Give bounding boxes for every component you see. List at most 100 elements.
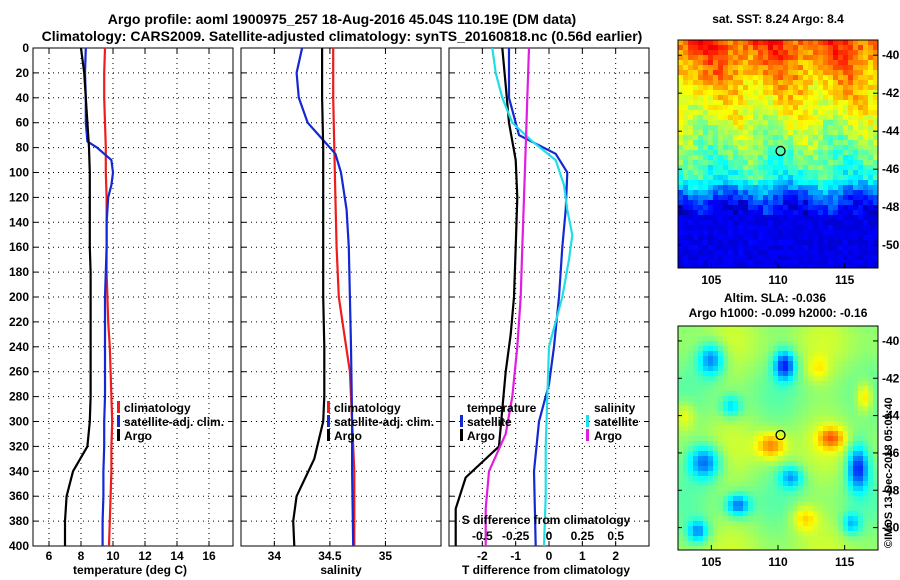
map-pixel <box>813 426 819 432</box>
map-pixel <box>803 255 809 261</box>
map-pixel <box>798 65 804 71</box>
map-pixel <box>773 100 779 106</box>
map-pixel <box>703 381 709 387</box>
map-pixel <box>738 536 744 542</box>
map-pixel <box>833 95 839 101</box>
map-pixel <box>748 406 754 412</box>
map-pixel <box>738 235 744 241</box>
map-pixel <box>773 476 779 482</box>
map-pixel <box>698 145 704 151</box>
map-pixel <box>723 461 729 467</box>
series-line-argo <box>63 48 92 546</box>
map-pixel <box>793 486 799 492</box>
map-pixel <box>698 220 704 226</box>
map-pixel <box>748 120 754 126</box>
map-pixel <box>768 361 774 367</box>
map-pixel <box>798 220 804 226</box>
map-pixel <box>828 421 834 427</box>
map-pixel <box>833 55 839 61</box>
map-pixel <box>778 486 784 492</box>
map-pixel <box>758 200 764 206</box>
map-pixel <box>738 501 744 507</box>
map-pixel <box>873 531 878 537</box>
map-pixel <box>713 446 719 452</box>
map-pixel <box>738 140 744 146</box>
map-pixel <box>718 501 724 507</box>
map-pixel <box>713 396 719 402</box>
map-pixel <box>868 356 874 362</box>
map-pixel <box>783 265 789 268</box>
map-pixel <box>783 100 789 106</box>
map-pixel <box>728 105 734 111</box>
map-pixel <box>863 105 869 111</box>
map-pixel <box>773 260 779 266</box>
map-pixel <box>743 245 749 251</box>
map-pixel <box>853 170 859 176</box>
map-pixel <box>843 456 849 462</box>
map-pixel <box>718 451 724 457</box>
map-pixel <box>708 486 714 492</box>
map-pixel <box>713 426 719 432</box>
map-pixel <box>703 260 709 266</box>
map-pixel <box>703 175 709 181</box>
map-pixel <box>818 481 824 487</box>
map-pixel <box>868 521 874 527</box>
map-pixel <box>818 476 824 482</box>
map-pixel <box>783 326 789 332</box>
map-pixel <box>713 125 719 131</box>
y-tick-label: 260 <box>9 365 29 379</box>
map-pixel <box>768 476 774 482</box>
map-pixel <box>853 506 859 512</box>
map-pixel <box>818 70 824 76</box>
map-pixel <box>823 411 829 417</box>
map-pixel <box>758 210 764 216</box>
map-pixel <box>768 45 774 51</box>
map-pixel <box>823 506 829 512</box>
map-pixel <box>858 496 864 502</box>
map-pixel <box>873 265 878 268</box>
map-pixel <box>843 70 849 76</box>
map-pixel <box>723 40 729 46</box>
map-pixel <box>773 526 779 532</box>
map-pixel <box>738 506 744 512</box>
map-pixel <box>768 165 774 171</box>
map-pixel <box>848 406 854 412</box>
map-pixel <box>748 386 754 392</box>
map-pixel <box>678 401 684 407</box>
map-pixel <box>853 546 859 550</box>
map-pixel <box>708 125 714 131</box>
map-pixel <box>818 105 824 111</box>
map-pixel <box>713 40 719 46</box>
map-pixel <box>678 145 684 151</box>
map-pixel <box>713 376 719 382</box>
map-pixel <box>813 351 819 357</box>
map-pixel <box>718 476 724 482</box>
map-pixel <box>858 45 864 51</box>
map-pixel <box>708 346 714 352</box>
map-pixel <box>818 170 824 176</box>
map-pixel <box>798 496 804 502</box>
map-pixel <box>858 255 864 261</box>
map-pixel <box>743 105 749 111</box>
map-pixel <box>843 406 849 412</box>
map-pixel <box>698 265 704 268</box>
map-pixel <box>873 486 878 492</box>
map-pixel <box>863 90 869 96</box>
map-pixel <box>848 185 854 191</box>
map-pixel <box>713 220 719 226</box>
map-pixel <box>718 120 724 126</box>
map-pixel <box>798 70 804 76</box>
map-pixel <box>743 200 749 206</box>
map-pixel <box>848 451 854 457</box>
map-pixel <box>753 50 759 56</box>
map-pixel <box>793 541 799 547</box>
map-pixel <box>703 411 709 417</box>
map-pixel <box>793 110 799 116</box>
map-pixel <box>688 220 694 226</box>
map-pixel <box>813 486 819 492</box>
map-pixel <box>828 446 834 452</box>
map-pixel <box>708 501 714 507</box>
map-pixel <box>738 546 744 550</box>
map-pixel <box>698 451 704 457</box>
map-pixel <box>873 501 878 507</box>
